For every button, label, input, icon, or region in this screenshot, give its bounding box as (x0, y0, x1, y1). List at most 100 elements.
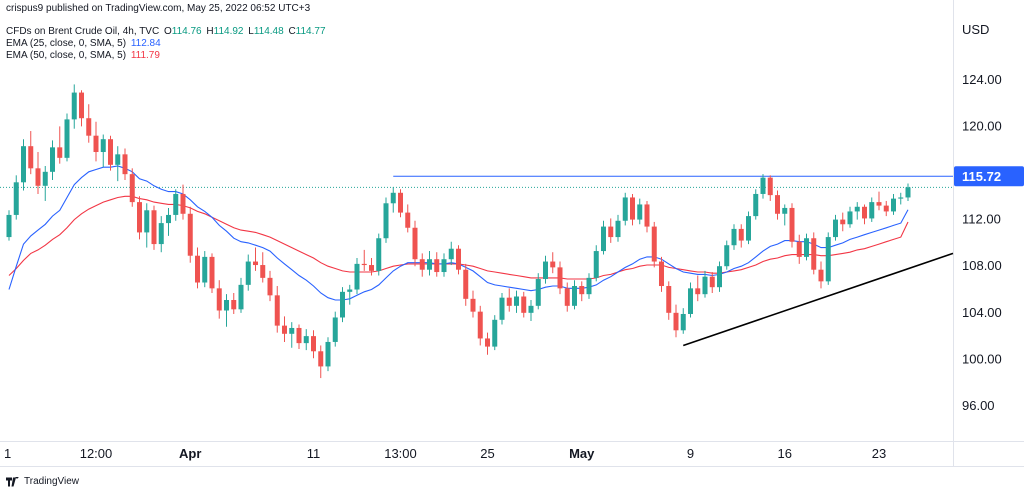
ema25-legend: EMA (25, close, 0, SMA, 5) 112.84 (6, 38, 161, 49)
candle-body (876, 202, 882, 206)
candle-body (166, 214, 171, 224)
candle-body (340, 291, 345, 318)
last-price-label: 115.72 (962, 169, 1001, 184)
candle-body (361, 263, 367, 266)
y-tick-label: 108.00 (962, 258, 1002, 273)
candle-body (318, 351, 324, 367)
candle-body (398, 192, 403, 213)
ohlc-close: C114.77 (288, 26, 326, 37)
candle-body (724, 245, 730, 267)
candle-body (666, 286, 672, 313)
candle-body (419, 259, 425, 270)
candle-body (412, 227, 418, 260)
symbol-legend: CFDs on Brent Crude Oil, 4h, TVC O114.76… (6, 26, 326, 37)
candle-body (390, 192, 396, 204)
x-tick-label: 1 (4, 446, 11, 461)
candle-body (717, 266, 722, 288)
x-tick-label: 12:00 (80, 446, 113, 461)
ohlc-open: O114.76 (163, 26, 202, 37)
candle-body (354, 263, 360, 290)
candle-body (528, 305, 534, 313)
candle-body (811, 238, 817, 270)
candle-body (325, 341, 331, 367)
y-tick-label: 96.00 (962, 398, 995, 413)
candle-body (869, 202, 875, 219)
candle-body (180, 193, 186, 214)
candle-body (448, 248, 454, 260)
candle-body (86, 118, 92, 136)
candle-body (695, 288, 701, 295)
y-tick-label: 100.00 (962, 351, 1002, 366)
candle-body (601, 226, 606, 252)
published-caption: crispus9 published on TradingView.com, M… (6, 3, 311, 14)
candle-body (332, 317, 338, 342)
candle-body (28, 146, 34, 169)
candle-body (311, 336, 316, 352)
last-price-label-box (954, 166, 1024, 187)
candle-body (369, 265, 374, 271)
candle-body (840, 219, 846, 225)
tradingview-logo-icon (6, 476, 19, 486)
x-tick-label: Apr (179, 446, 201, 461)
candle-body (100, 139, 106, 153)
candle-body (93, 135, 99, 153)
candle-body (282, 325, 287, 334)
candle-body (253, 261, 258, 266)
candle-body (71, 92, 77, 120)
candle-body (13, 182, 19, 215)
candle-body (630, 197, 635, 220)
candle-body (898, 197, 904, 199)
candle-body (891, 198, 896, 212)
candle-body (216, 288, 222, 311)
candle-body (376, 238, 382, 271)
candle-body (122, 154, 128, 175)
candle-body (586, 277, 592, 295)
x-tick-label: 9 (687, 446, 694, 461)
candle-body (129, 174, 135, 203)
candle-body (557, 267, 563, 289)
candle-body (833, 219, 838, 238)
candle-body (535, 279, 541, 306)
candle-body (35, 168, 41, 186)
candle-body (187, 213, 193, 256)
x-tick-label: 16 (778, 446, 792, 461)
candle-body (506, 297, 512, 306)
candle-body (274, 295, 280, 326)
candle-body (195, 255, 200, 283)
candle-body (405, 212, 411, 228)
tradingview-footer[interactable]: TradingView (6, 476, 79, 487)
candle-body (470, 298, 476, 312)
candle-body (543, 261, 548, 280)
y-tick-label: 112.00 (962, 212, 1001, 227)
candle-body (593, 251, 599, 278)
candle-body (804, 238, 809, 257)
candle-body (267, 277, 273, 296)
x-tick-label: 25 (480, 446, 494, 461)
candle-body (463, 269, 469, 299)
candle-body (151, 210, 157, 245)
candle-body (775, 195, 780, 214)
candle-body (383, 203, 389, 239)
y-tick-label: 104.00 (962, 305, 1002, 320)
candle-body (427, 259, 432, 270)
ema25-value: 112.84 (130, 38, 161, 49)
candle-body (485, 338, 490, 347)
candle-body (238, 284, 244, 310)
candle-body (702, 276, 708, 295)
candle-body (680, 313, 686, 331)
tradingview-brand: TradingView (24, 476, 80, 487)
candle-body (709, 276, 715, 288)
candle-body (673, 312, 679, 331)
ema25-label: EMA (25, close, 0, SMA, 5) (6, 38, 127, 49)
candle-body (651, 226, 657, 262)
candle-body (789, 207, 795, 242)
candle-body (173, 193, 179, 215)
candle-body (782, 207, 788, 214)
candle-body (688, 288, 693, 314)
ema25-line (8, 165, 909, 301)
ohlc-low: L114.48 (248, 26, 284, 37)
candle-body (731, 228, 737, 246)
candle-body (825, 237, 831, 282)
candle-body (760, 177, 766, 194)
